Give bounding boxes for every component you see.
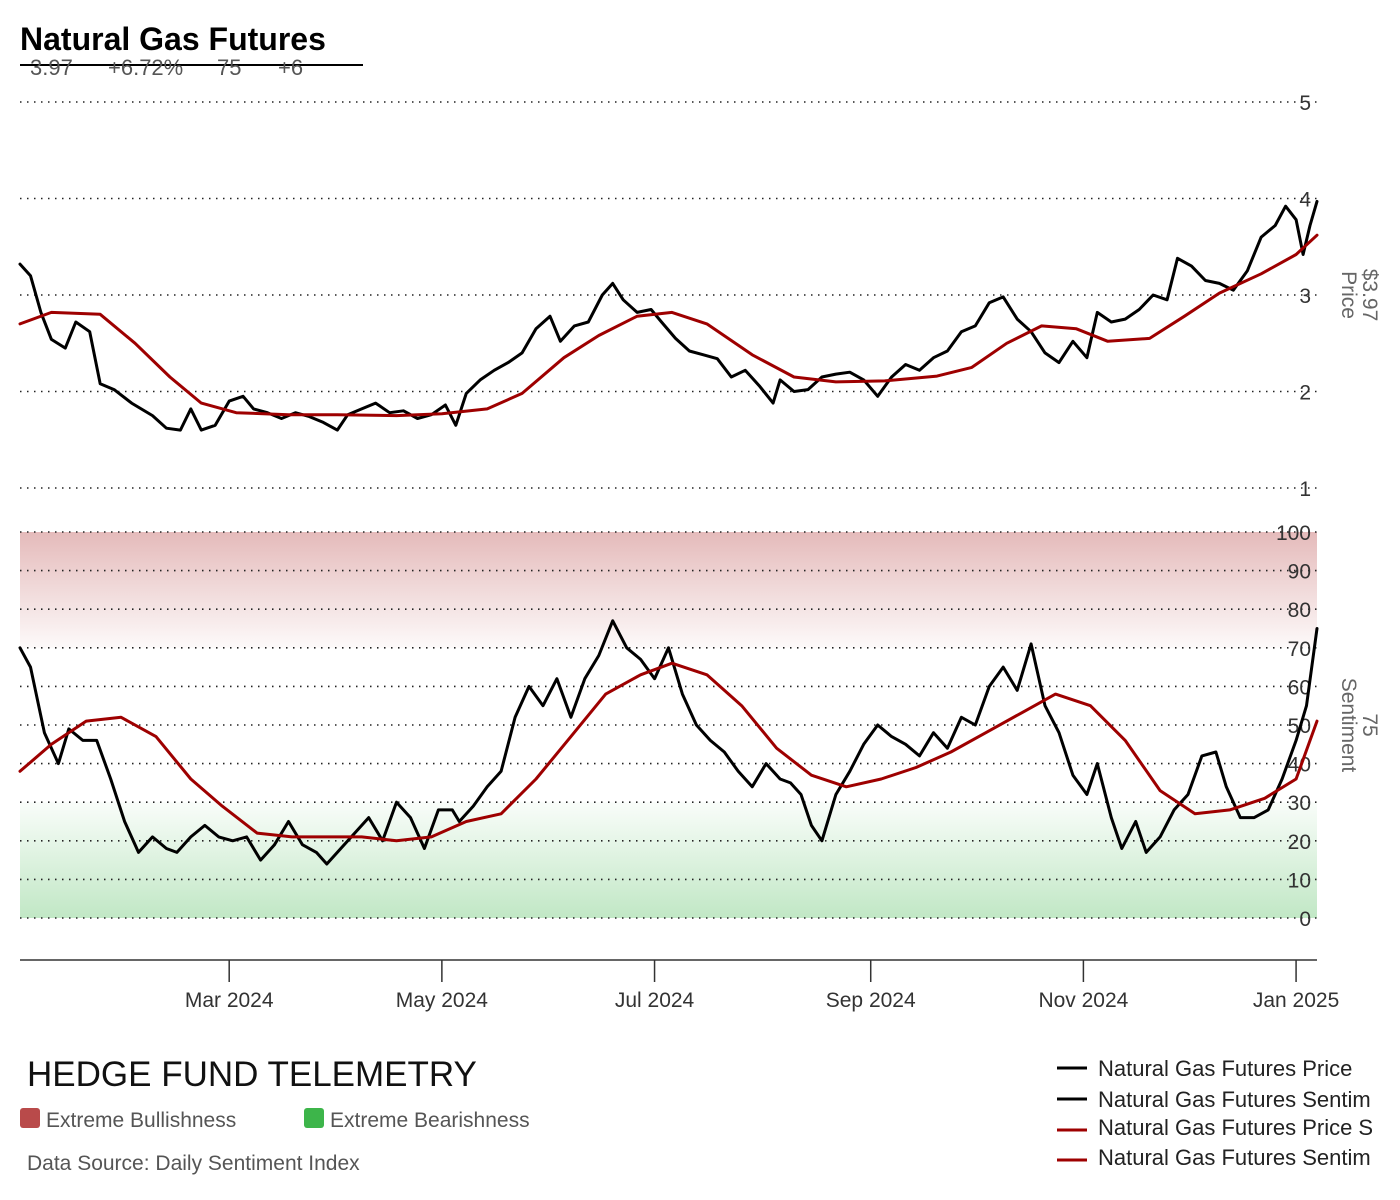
y-tick-label: 60 xyxy=(1288,676,1311,699)
sentiment-last-value: 75 xyxy=(1358,713,1381,736)
price-axis-title: Price $3.97 xyxy=(1337,269,1381,322)
sentiment-line xyxy=(18,619,1319,866)
legend-item: Natural Gas Futures Price xyxy=(1098,1056,1352,1081)
y-tick-label: 80 xyxy=(1288,599,1311,622)
bearish-legend-label: Extreme Bearishness xyxy=(330,1109,530,1132)
price-last-value: $3.97 xyxy=(1358,269,1381,322)
y-tick-label: 10 xyxy=(1288,869,1311,892)
price-series xyxy=(18,199,1319,432)
y-tick-label: 0 xyxy=(1299,908,1311,931)
y-tick-label: 3 xyxy=(1299,285,1311,308)
sentiment-axis-label: Sentiment xyxy=(1337,678,1360,773)
price-gridlines xyxy=(20,101,1317,489)
y-tick-label: 5 xyxy=(1299,92,1311,115)
band-legend: Extreme Bullishness Extreme Bearishness xyxy=(20,1108,530,1132)
legend-item: Natural Gas Futures Sentim xyxy=(1098,1087,1371,1112)
x-tick-label: Jul 2024 xyxy=(615,989,695,1012)
chart-title: Natural Gas Futures xyxy=(20,21,326,57)
price-axis-label: Price xyxy=(1337,271,1360,319)
y-tick-label: 30 xyxy=(1288,792,1311,815)
bullish-legend-label: Extreme Bullishness xyxy=(46,1109,236,1132)
price-smoothed-line xyxy=(18,233,1319,418)
bearish-swatch xyxy=(304,1108,324,1128)
y-tick-label: 70 xyxy=(1288,638,1311,661)
x-tick-label: Sep 2024 xyxy=(826,989,916,1012)
legend-item: Natural Gas Futures Sentim xyxy=(1098,1145,1371,1170)
x-tick-label: May 2024 xyxy=(396,989,489,1012)
stat-last-sentiment: 75 xyxy=(217,55,241,80)
data-source: Data Source: Daily Sentiment Index xyxy=(27,1152,360,1175)
sentiment-smoothed-line xyxy=(18,661,1319,843)
y-tick-label: 1 xyxy=(1299,478,1311,501)
bullish-swatch xyxy=(20,1108,40,1128)
y-tick-label: 20 xyxy=(1288,831,1311,854)
brand-name: HEDGE FUND TELEMETRY xyxy=(27,1055,477,1094)
header-stats: 3.97 +6.72% 75 +6 xyxy=(30,55,303,80)
x-tick-label: Jan 2025 xyxy=(1253,989,1339,1012)
sentiment-series xyxy=(18,619,1319,866)
price-axis-ticks: 1 2 3 4 5 xyxy=(1299,92,1311,501)
sentiment-axis-title: Sentiment 75 xyxy=(1337,678,1381,773)
x-tick-label: Nov 2024 xyxy=(1038,989,1128,1012)
stat-sentiment-change: +6 xyxy=(278,55,303,80)
price-line xyxy=(18,199,1319,432)
extreme-bearishness-band xyxy=(20,802,1317,918)
y-tick-label: 2 xyxy=(1299,382,1311,405)
stat-price-change: +6.72% xyxy=(108,55,183,80)
x-tick-label: Mar 2024 xyxy=(185,989,274,1012)
legend-item: Natural Gas Futures Price S xyxy=(1098,1115,1373,1140)
y-tick-label: 90 xyxy=(1288,561,1311,584)
y-tick-label: 100 xyxy=(1276,522,1311,545)
stat-last-price: 3.97 xyxy=(30,55,73,80)
y-tick-label: 4 xyxy=(1299,189,1311,212)
y-tick-label: 40 xyxy=(1288,754,1311,777)
extreme-bullishness-band xyxy=(20,532,1317,648)
x-axis-ticks: Mar 2024 May 2024 Jul 2024 Sep 2024 Nov 2024… xyxy=(185,960,1339,1012)
series-legend: Natural Gas Futures Price Natural Gas Fu… xyxy=(1057,1056,1373,1170)
